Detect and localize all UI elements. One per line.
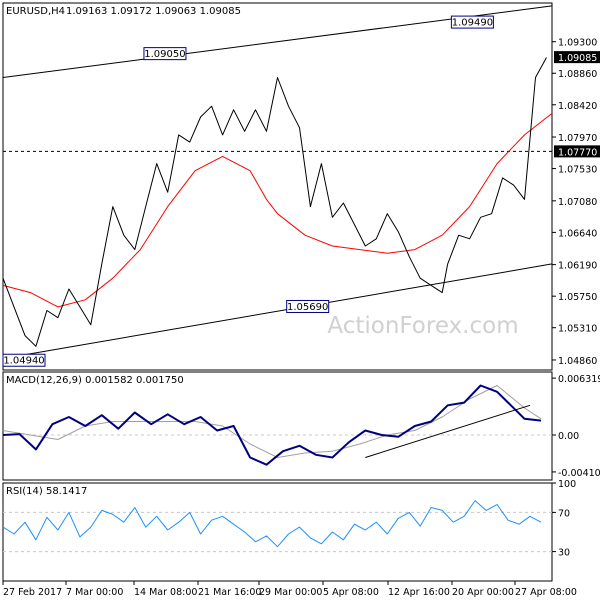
current-price-tag-bg xyxy=(554,51,600,64)
price-y-tick-label: 1.07970 xyxy=(558,133,597,144)
macd-trend-line xyxy=(365,404,531,458)
swing-label-box xyxy=(450,15,494,29)
price-y-tick-label: 1.07080 xyxy=(558,197,597,208)
x-tick-label: 12 Apr 16:00 xyxy=(388,587,450,598)
x-tick-label: 5 Apr 08:00 xyxy=(323,587,379,598)
macd-line xyxy=(2,384,542,466)
rsi-line xyxy=(2,500,542,548)
macd-marks xyxy=(2,384,552,466)
price-line xyxy=(2,57,547,347)
x-tick-label: 14 Mar 08:00 xyxy=(134,587,197,598)
level-price-tag: 1.07770 xyxy=(558,147,597,158)
price-marks: 1.04940 1.09050 1.05690 1.09490 xyxy=(2,5,553,367)
trend-line-2 xyxy=(2,263,553,360)
rsi-panel xyxy=(2,482,553,582)
current-price-tag: 1.09085 xyxy=(558,53,597,64)
rsi-marks xyxy=(2,500,552,553)
macd-y-tick-label: 0.006319 xyxy=(558,374,600,385)
price-y-tick-label: 1.05750 xyxy=(558,292,597,303)
x-tick-label: 20 Apr 00:00 xyxy=(452,587,514,598)
y-axis-ticks: 1.09300 1.08860 1.08420 1.07970 1.07530 1.070… xyxy=(552,38,600,559)
rsi-label: RSI(14) 58.1417 xyxy=(6,486,87,497)
macd-y-tick-label: 0.00 xyxy=(558,431,579,442)
swing-label: 1.09490 xyxy=(452,18,493,29)
swing-label: 1.09050 xyxy=(144,49,185,60)
rsi-y-tick-label: 30 xyxy=(558,548,570,559)
price-y-tick-label: 1.06190 xyxy=(558,261,597,272)
x-tick-label: 29 Mar 00:00 xyxy=(259,587,322,598)
macd-y-tick-label: -0.004102 xyxy=(558,468,600,479)
symbol-title: EURUSD,H4 xyxy=(6,6,65,17)
macd-signal-line xyxy=(2,385,542,458)
price-y-tick-label: 1.04860 xyxy=(558,356,597,367)
macd-panel xyxy=(2,371,553,481)
moving-average-line xyxy=(2,113,553,308)
swing-label-box xyxy=(286,299,330,313)
swing-label: 1.04940 xyxy=(3,356,44,367)
x-tick-label: 27 Apr 08:00 xyxy=(515,587,577,598)
level-price-tag-bg xyxy=(554,145,600,158)
rsi-y-tick-label: 100 xyxy=(558,479,576,490)
ohlc-values: 1.09163 1.09172 1.09063 1.09085 xyxy=(66,6,241,17)
price-y-tick-label: 1.06640 xyxy=(558,228,597,239)
rsi-y-tick-label: 70 xyxy=(558,508,570,519)
price-y-tick-label: 1.09300 xyxy=(558,38,597,49)
price-y-tick-label: 1.07530 xyxy=(558,165,597,176)
watermark: ActionForex.com xyxy=(327,313,518,339)
x-tick-label: 27 Feb 2017 xyxy=(3,587,62,598)
swing-label-box xyxy=(143,47,187,61)
price-y-tick-label: 1.08420 xyxy=(558,101,597,112)
x-tick-label: 21 Mar 16:00 xyxy=(198,587,261,598)
price-y-tick-label: 1.08860 xyxy=(558,69,597,80)
price-panel xyxy=(2,2,553,371)
x-axis-ticks: 27 Feb 2017 7 Mar 00:00 14 Mar 08:00 21 Mar… xyxy=(2,581,577,598)
swing-label-box xyxy=(2,353,46,367)
swing-label: 1.05690 xyxy=(287,302,328,313)
x-tick-label: 7 Mar 00:00 xyxy=(66,587,123,598)
price-y-tick-label: 1.05310 xyxy=(558,324,597,335)
macd-label: MACD(12,26,9) 0.001582 0.001750 xyxy=(6,375,184,386)
